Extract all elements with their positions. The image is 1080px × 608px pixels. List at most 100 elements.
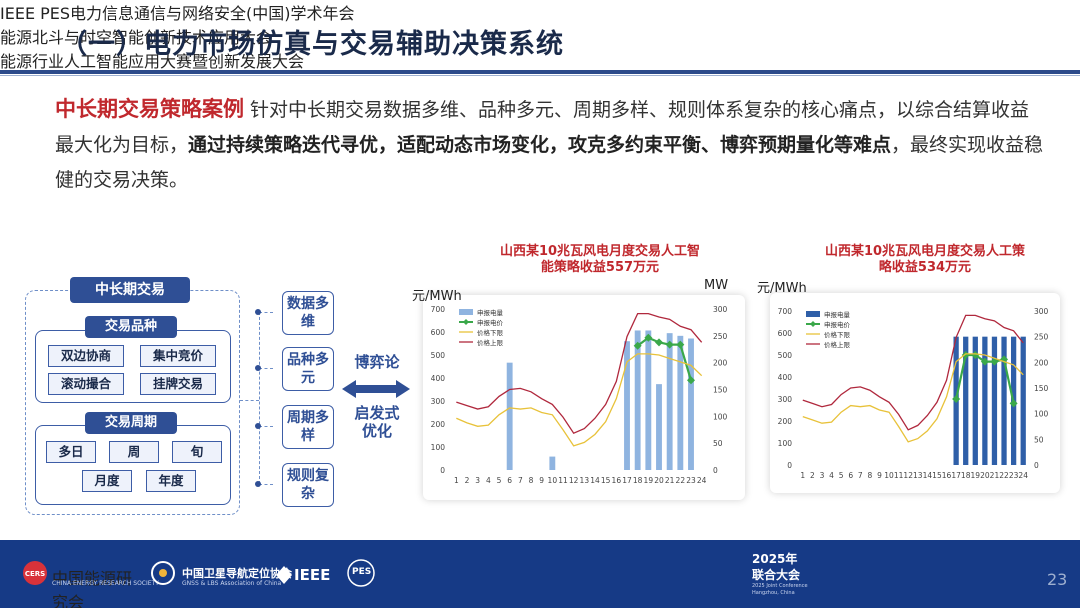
x-tick-label: 23 bbox=[686, 476, 696, 485]
event-year: 2025年 bbox=[752, 552, 798, 566]
period-chip: 多日 bbox=[46, 441, 96, 463]
x-tick-label: 7 bbox=[518, 476, 523, 485]
event-sub: 2025 Joint Conference Hangzhou, China bbox=[752, 583, 808, 596]
y-tick-label: 200 bbox=[431, 420, 446, 429]
connector-tick bbox=[259, 368, 273, 369]
y2-tick-label: 100 bbox=[1034, 410, 1049, 419]
point bbox=[665, 340, 674, 349]
cers-logo-icon: CERS bbox=[23, 561, 47, 585]
x-tick-label: 4 bbox=[486, 476, 491, 485]
connector-dot bbox=[255, 481, 261, 487]
x-tick-label: 19 bbox=[644, 476, 654, 485]
x-tick-label: 12 bbox=[903, 471, 913, 480]
y-tick-label: 600 bbox=[778, 329, 793, 338]
x-tick-label: 24 bbox=[697, 476, 707, 485]
x-tick-label: 2 bbox=[810, 471, 815, 480]
period-chip: 旬 bbox=[172, 441, 222, 463]
period-group bbox=[35, 425, 231, 505]
tag-variety: 品种多元 bbox=[282, 347, 334, 391]
x-tick-label: 5 bbox=[497, 476, 502, 485]
legend-label: 申报电量 bbox=[477, 308, 504, 317]
x-tick-label: 6 bbox=[507, 476, 512, 485]
legend-label: 申报电价 bbox=[477, 318, 504, 327]
gnss-name: 中国卫星导航定位协会 bbox=[182, 567, 292, 580]
y2-tick-label: 0 bbox=[1034, 461, 1039, 470]
bar bbox=[991, 336, 998, 465]
period-chip: 年度 bbox=[146, 470, 196, 492]
bar bbox=[982, 336, 988, 465]
point bbox=[980, 357, 989, 366]
bar bbox=[677, 335, 684, 470]
connector-line bbox=[259, 312, 260, 484]
y2-tick-label: 300 bbox=[1034, 307, 1049, 316]
x-tick-label: 15 bbox=[601, 476, 611, 485]
intro-text-1: 针对中长期交易数据多维、品种多元、周期多样、规则体系复杂的核心痛点，以综合结算收… bbox=[55, 99, 1030, 156]
bar bbox=[624, 341, 630, 470]
y2-tick-label: 0 bbox=[713, 466, 718, 475]
gnss-sub-wrap: GNSS & LBS Association of China bbox=[182, 580, 282, 590]
x-tick-label: 7 bbox=[858, 471, 863, 480]
chart1-svg: 0 100 200 300 400 500 600 700 0 50 100 150 200 250 300… bbox=[431, 305, 728, 485]
page-number: 23 bbox=[1047, 570, 1068, 589]
series-line-价格上限 bbox=[456, 312, 703, 435]
legend-swatch bbox=[806, 311, 820, 317]
tag-rules: 规则复杂 bbox=[282, 463, 334, 507]
gnss-name-wrap: 中国卫星导航定位协会 bbox=[182, 565, 292, 580]
intro-paragraph: 中长期交易策略案例 针对中长期交易数据多维、品种多元、周期多样、规则体系复杂的核… bbox=[55, 92, 1045, 198]
chart2-title: 山西某10兆瓦风电月度交易人工策略收益534万元 bbox=[824, 244, 1026, 275]
y-tick-label: 200 bbox=[778, 417, 793, 426]
x-tick-label: 22 bbox=[676, 476, 686, 485]
legend-label: 价格上限 bbox=[477, 338, 504, 347]
connector-tick bbox=[259, 484, 273, 485]
y-tick-label: 600 bbox=[431, 328, 446, 337]
y-tick-label: 400 bbox=[778, 373, 793, 382]
y-tick-label: 300 bbox=[778, 395, 793, 404]
point bbox=[655, 338, 663, 347]
intro-lead: 中长期交易策略案例 bbox=[55, 97, 244, 121]
legend-label: 价格下限 bbox=[824, 330, 851, 339]
x-tick-label: 10 bbox=[548, 476, 558, 485]
page-title: （一）电力市场仿真与交易辅助决策系统 bbox=[60, 29, 564, 60]
method-heuristic: 启发式优化 bbox=[354, 404, 400, 440]
y2-tick-label: 50 bbox=[713, 439, 723, 448]
chart1-y2label: MW bbox=[704, 278, 729, 293]
variety-chip: 双边协商 bbox=[48, 345, 124, 367]
point bbox=[961, 351, 970, 359]
intro-text-2: ，最终实现收益稳健的交易决策。 bbox=[55, 134, 1044, 191]
bar bbox=[656, 384, 662, 470]
variety-chip: 集中竞价 bbox=[140, 345, 216, 367]
legend-label: 申报电量 bbox=[824, 310, 851, 319]
x-tick-label: 1 bbox=[454, 476, 459, 485]
mid-long-term-label: 中长期交易 bbox=[70, 277, 190, 303]
y-tick-label: 100 bbox=[431, 443, 446, 452]
point bbox=[1009, 399, 1018, 408]
tag-data: 数据多维 bbox=[282, 291, 334, 335]
x-tick-label: 10 bbox=[884, 471, 894, 480]
series-line-价格下限 bbox=[802, 353, 1024, 443]
method-game-theory: 博弈论 bbox=[354, 353, 400, 371]
x-tick-label: 17 bbox=[951, 471, 961, 480]
bar bbox=[666, 333, 673, 470]
legend-label: 价格下限 bbox=[477, 328, 504, 337]
pes-logo-icon bbox=[347, 559, 375, 587]
legend-marker bbox=[463, 319, 469, 325]
intro-bold: 通过持续策略迭代寻优，适配动态市场变化，攻克多约束平衡、博弈预期量化等难点 bbox=[188, 134, 892, 156]
x-tick-label: 5 bbox=[839, 471, 844, 480]
x-tick-label: 22 bbox=[999, 471, 1009, 480]
conference-lines: IEEE PES电力信息通信与网络安全(中国)学术年会 能源北斗与时空智能创新技… bbox=[0, 0, 1080, 72]
x-tick-label: 9 bbox=[539, 476, 544, 485]
x-tick-label: 18 bbox=[633, 476, 643, 485]
bar bbox=[645, 330, 652, 470]
point bbox=[687, 376, 695, 385]
variety-title: 交易品种 bbox=[85, 316, 177, 338]
gnss-logo-icon bbox=[151, 561, 175, 585]
x-tick-label: 23 bbox=[1009, 471, 1019, 480]
point bbox=[644, 333, 653, 342]
y2-tick-label: 50 bbox=[1034, 435, 1044, 444]
cers-sub-wrap: CHINA ENERGY RESEARCH SOCIETY bbox=[52, 580, 159, 590]
x-tick-label: 16 bbox=[942, 471, 952, 480]
x-tick-label: 20 bbox=[980, 471, 990, 480]
conference-line: 能源行业人工智能应用大赛暨创新发展大会 bbox=[0, 52, 305, 71]
pes-wrap: PES bbox=[352, 567, 376, 579]
conference-line: 能源北斗与时空智能创新技术应用大会 bbox=[0, 28, 273, 47]
